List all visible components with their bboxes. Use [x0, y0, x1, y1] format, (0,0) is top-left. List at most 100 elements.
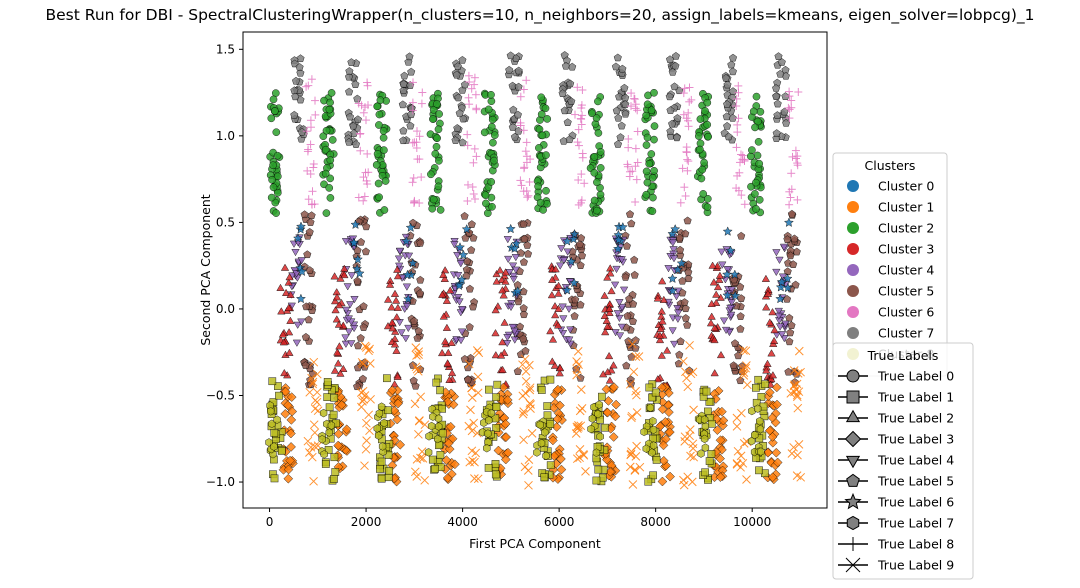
- data-point: [670, 82, 679, 91]
- x-tick-label: 10000: [733, 515, 771, 529]
- data-point: [728, 53, 738, 62]
- data-point: [577, 170, 586, 179]
- data-point: [676, 337, 685, 345]
- data-point: [710, 368, 719, 377]
- data-point: [655, 335, 665, 344]
- data-point: [611, 399, 621, 410]
- data-point: [655, 331, 665, 339]
- data-point: [657, 351, 666, 359]
- data-point: [558, 89, 567, 97]
- data-point: [576, 114, 585, 123]
- data-point: [723, 266, 732, 274]
- true-label-legend-label: True Label 3: [877, 432, 954, 447]
- data-point: [270, 442, 278, 451]
- data-point: [485, 416, 493, 425]
- data-point: [587, 424, 595, 434]
- data-point: [468, 183, 477, 191]
- data-point: [392, 312, 401, 321]
- data-point: [668, 327, 677, 335]
- data-point: [757, 393, 766, 401]
- data-point: [387, 385, 398, 396]
- data-point: [787, 449, 797, 458]
- data-point: [496, 351, 506, 359]
- data-point: [447, 368, 457, 377]
- data-point: [379, 127, 388, 135]
- data-point: [627, 102, 635, 111]
- data-point: [377, 402, 386, 411]
- data-point: [611, 62, 620, 71]
- data-point: [643, 100, 652, 109]
- data-point: [787, 169, 796, 178]
- data-point: [393, 303, 403, 311]
- data-point: [458, 249, 469, 260]
- data-point: [755, 195, 764, 204]
- data-point: [519, 287, 528, 296]
- data-point: [547, 290, 557, 299]
- data-point: [305, 266, 314, 274]
- x-tick-label: 4000: [447, 515, 478, 529]
- data-point: [554, 281, 563, 289]
- data-point: [360, 461, 369, 471]
- data-point: [703, 203, 712, 211]
- data-point: [568, 62, 577, 71]
- data-point: [624, 143, 633, 152]
- data-point: [557, 245, 566, 253]
- data-point: [365, 359, 375, 368]
- data-point: [326, 194, 335, 202]
- data-point: [543, 402, 552, 410]
- data-point: [428, 455, 437, 464]
- data-point: [727, 286, 736, 294]
- data-point: [625, 462, 635, 472]
- data-point: [267, 407, 275, 416]
- data-point: [773, 99, 782, 108]
- y-tick-label: 0.0: [216, 302, 235, 316]
- data-point: [605, 376, 615, 384]
- data-point: [414, 416, 424, 426]
- data-point: [539, 206, 547, 214]
- data-point: [633, 106, 642, 115]
- data-point: [537, 110, 546, 119]
- data-point: [683, 166, 692, 175]
- data-point: [793, 403, 803, 413]
- data-point: [712, 298, 721, 307]
- data-point: [722, 226, 733, 236]
- data-point: [325, 403, 334, 412]
- data-point: [454, 242, 466, 252]
- data-point: [359, 395, 368, 404]
- data-point: [412, 455, 422, 464]
- data-point: [613, 140, 623, 148]
- data-point: [658, 317, 667, 325]
- data-point: [467, 245, 476, 254]
- data-point: [443, 438, 454, 449]
- data-point: [519, 334, 528, 343]
- data-point: [490, 156, 498, 165]
- data-point: [487, 122, 496, 131]
- data-point: [598, 392, 606, 401]
- data-point: [700, 158, 708, 167]
- data-point: [600, 291, 609, 299]
- data-point: [703, 120, 712, 129]
- data-point: [542, 151, 550, 159]
- data-point: [383, 321, 393, 330]
- data-point: [409, 174, 418, 182]
- data-point: [417, 99, 426, 108]
- x-axis: 0 2000 4000 6000 8000 10000: [266, 508, 771, 529]
- data-point: [628, 480, 638, 489]
- data-point: [739, 371, 749, 380]
- data-point: [402, 302, 412, 311]
- data-point: [460, 354, 469, 363]
- data-point: [764, 387, 775, 398]
- data-point: [610, 411, 621, 422]
- data-point: [312, 369, 322, 379]
- data-point: [359, 196, 368, 205]
- true-label-legend-title: True Labels: [867, 348, 939, 363]
- data-point: [521, 346, 530, 355]
- data-point: [444, 348, 453, 356]
- data-point: [493, 380, 502, 389]
- data-point: [537, 93, 546, 102]
- data-point: [678, 164, 687, 173]
- data-point: [768, 371, 778, 379]
- data-point: [463, 197, 472, 205]
- data-points: [265, 51, 806, 490]
- data-point: [685, 366, 694, 375]
